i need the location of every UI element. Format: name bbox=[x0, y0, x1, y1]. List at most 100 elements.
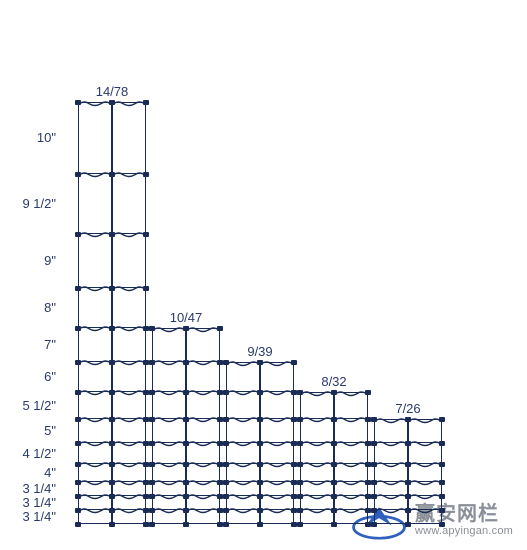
wire-knot-icon bbox=[223, 494, 229, 499]
wire-knot-icon bbox=[109, 508, 115, 513]
wire-knot-icon bbox=[405, 417, 411, 422]
fence-cell bbox=[78, 419, 112, 443]
fence-cell bbox=[408, 443, 442, 464]
fence-cell bbox=[112, 496, 146, 510]
wire-knot-icon bbox=[439, 462, 445, 467]
wire-knot-icon bbox=[257, 417, 263, 422]
wire-wave-icon bbox=[153, 325, 185, 333]
fence-cell bbox=[300, 496, 334, 510]
fence-cell bbox=[260, 419, 294, 443]
fence-cell bbox=[226, 419, 260, 443]
fence-cell bbox=[260, 482, 294, 496]
wire-knot-icon bbox=[223, 480, 229, 485]
wire-knot-icon bbox=[365, 390, 371, 395]
wire-knot-icon bbox=[405, 494, 411, 499]
fence-column bbox=[78, 102, 146, 524]
wire-knot-icon bbox=[149, 508, 155, 513]
fence-cell bbox=[300, 464, 334, 482]
fence-cell bbox=[78, 392, 112, 419]
wire-wave-icon bbox=[187, 325, 219, 333]
wire-knot-icon bbox=[109, 522, 115, 527]
fence-cell bbox=[226, 464, 260, 482]
wire-knot-icon bbox=[109, 494, 115, 499]
wire-knot-icon bbox=[371, 522, 377, 527]
wire-wave-icon bbox=[375, 416, 407, 424]
wire-knot-icon bbox=[109, 390, 115, 395]
wire-knot-icon bbox=[109, 100, 115, 105]
row-label: 9" bbox=[6, 253, 56, 268]
fence-cell bbox=[300, 419, 334, 443]
wire-knot-icon bbox=[109, 462, 115, 467]
wire-knot-icon bbox=[405, 462, 411, 467]
wire-knot-icon bbox=[257, 480, 263, 485]
wire-knot-icon bbox=[149, 480, 155, 485]
fence-cell bbox=[300, 510, 334, 524]
fence-cell bbox=[300, 482, 334, 496]
fence-cell bbox=[334, 464, 368, 482]
row-label: 8" bbox=[6, 300, 56, 315]
wire-knot-icon bbox=[257, 390, 263, 395]
fence-cell bbox=[152, 392, 186, 419]
wire-knot-icon bbox=[371, 508, 377, 513]
fence-cell bbox=[226, 510, 260, 524]
wire-knot-icon bbox=[75, 494, 81, 499]
wire-knot-icon bbox=[297, 508, 303, 513]
column-label: 7/26 bbox=[374, 401, 442, 416]
fence-cell bbox=[408, 496, 442, 510]
fence-cell bbox=[112, 392, 146, 419]
fence-cell bbox=[112, 288, 146, 328]
wire-knot-icon bbox=[217, 326, 223, 331]
fence-cell bbox=[152, 419, 186, 443]
fence-cell bbox=[186, 419, 220, 443]
fence-cell bbox=[408, 464, 442, 482]
wire-knot-icon bbox=[297, 417, 303, 422]
fence-cell bbox=[374, 464, 408, 482]
wire-knot-icon bbox=[75, 172, 81, 177]
wire-knot-icon bbox=[149, 441, 155, 446]
fence-column bbox=[374, 419, 442, 524]
fence-cell bbox=[78, 362, 112, 392]
fence-cell bbox=[260, 443, 294, 464]
fence-cell bbox=[260, 464, 294, 482]
wire-knot-icon bbox=[257, 494, 263, 499]
fence-cell bbox=[78, 482, 112, 496]
column-label: 8/32 bbox=[300, 374, 368, 389]
wire-knot-icon bbox=[183, 326, 189, 331]
wire-knot-icon bbox=[183, 441, 189, 446]
wire-knot-icon bbox=[297, 390, 303, 395]
wire-knot-icon bbox=[297, 494, 303, 499]
fence-cell bbox=[226, 496, 260, 510]
wire-knot-icon bbox=[149, 360, 155, 365]
wire-knot-icon bbox=[75, 100, 81, 105]
fence-cell bbox=[374, 496, 408, 510]
wire-knot-icon bbox=[223, 462, 229, 467]
fence-cell bbox=[260, 362, 294, 392]
wire-knot-icon bbox=[439, 522, 445, 527]
wire-knot-icon bbox=[291, 360, 297, 365]
fence-cell bbox=[152, 362, 186, 392]
wire-knot-icon bbox=[149, 462, 155, 467]
wire-knot-icon bbox=[143, 232, 149, 237]
fence-cell bbox=[186, 362, 220, 392]
wire-knot-icon bbox=[371, 462, 377, 467]
wire-wave-icon bbox=[301, 389, 333, 397]
wire-knot-icon bbox=[75, 417, 81, 422]
fence-cell bbox=[78, 464, 112, 482]
wire-knot-icon bbox=[183, 494, 189, 499]
wire-knot-icon bbox=[75, 360, 81, 365]
fence-cell bbox=[374, 443, 408, 464]
column-label: 10/47 bbox=[152, 310, 220, 325]
fence-cell bbox=[152, 482, 186, 496]
wire-knot-icon bbox=[223, 441, 229, 446]
row-label: 5" bbox=[6, 423, 56, 438]
fence-cell bbox=[186, 496, 220, 510]
wire-knot-icon bbox=[75, 232, 81, 237]
fence-cell bbox=[226, 443, 260, 464]
row-label: 10" bbox=[6, 130, 56, 145]
column-label: 14/78 bbox=[78, 84, 146, 99]
fence-cell bbox=[260, 392, 294, 419]
wire-knot-icon bbox=[109, 232, 115, 237]
fence-cell bbox=[78, 443, 112, 464]
wire-knot-icon bbox=[371, 417, 377, 422]
wire-knot-icon bbox=[183, 390, 189, 395]
